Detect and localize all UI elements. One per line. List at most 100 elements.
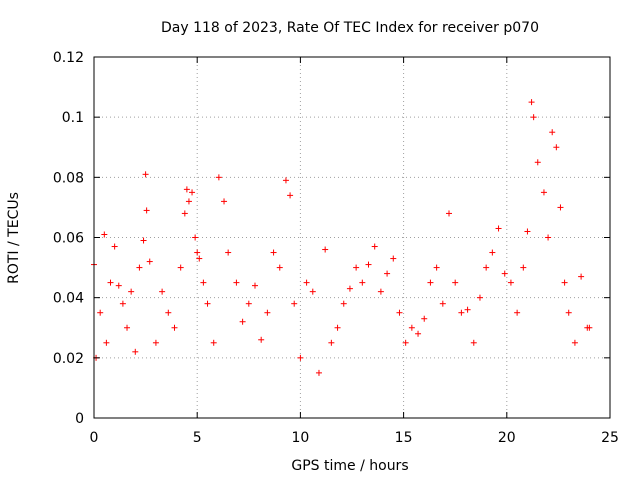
- data-point: [396, 309, 403, 316]
- data-point: [384, 270, 391, 277]
- data-point: [495, 225, 502, 232]
- data-point: [433, 264, 440, 271]
- data-point: [530, 114, 537, 121]
- data-point: [215, 174, 222, 181]
- x-tick-label: 5: [193, 430, 202, 446]
- data-point: [545, 234, 552, 241]
- data-point: [446, 210, 453, 217]
- data-point: [146, 258, 153, 265]
- data-point: [239, 318, 246, 325]
- chart-title: Day 118 of 2023, Rate Of TEC Index for r…: [161, 20, 539, 36]
- data-point: [328, 339, 335, 346]
- data-point: [181, 210, 188, 217]
- data-point: [185, 198, 192, 205]
- plot-frame: [93, 56, 611, 419]
- data-point: [119, 300, 126, 307]
- data-point: [264, 309, 271, 316]
- y-tick-label: 0.1: [62, 110, 84, 126]
- y-tick-label: 0.08: [53, 170, 84, 186]
- data-point: [458, 309, 465, 316]
- data-point: [408, 324, 415, 331]
- data-point: [196, 255, 203, 262]
- data-point: [152, 339, 159, 346]
- data-point: [520, 264, 527, 271]
- data-point: [177, 264, 184, 271]
- data-point: [528, 99, 535, 106]
- data-point: [221, 198, 228, 205]
- data-point: [464, 306, 471, 313]
- data-point: [476, 294, 483, 301]
- data-point: [204, 300, 211, 307]
- data-point: [165, 309, 172, 316]
- data-points: [91, 99, 593, 376]
- data-point: [225, 249, 232, 256]
- data-point: [171, 324, 178, 331]
- data-point: [402, 339, 409, 346]
- data-point: [377, 288, 384, 295]
- grid-lines: [94, 57, 610, 418]
- data-point: [571, 339, 578, 346]
- data-point: [565, 309, 572, 316]
- y-tick-label: 0.04: [53, 291, 84, 307]
- x-tick-label: 20: [498, 430, 516, 446]
- data-point: [427, 279, 434, 286]
- y-tick-label: 0: [75, 411, 84, 427]
- y-tick-label: 0.06: [53, 231, 84, 247]
- data-point: [258, 336, 265, 343]
- data-point: [140, 237, 147, 244]
- data-point: [233, 279, 240, 286]
- data-point: [470, 339, 477, 346]
- data-point: [282, 177, 289, 184]
- data-point: [421, 315, 428, 322]
- data-point: [309, 288, 316, 295]
- data-point: [346, 285, 353, 292]
- data-point: [270, 249, 277, 256]
- x-tick-label: 10: [291, 430, 309, 446]
- data-point: [315, 369, 322, 376]
- data-point: [371, 243, 378, 250]
- data-point: [359, 279, 366, 286]
- data-point: [322, 246, 329, 253]
- data-point: [124, 324, 131, 331]
- x-axis-label: GPS time / hours: [291, 458, 408, 474]
- data-point: [553, 144, 560, 151]
- data-point: [111, 243, 118, 250]
- data-point: [251, 282, 258, 289]
- data-point: [297, 354, 304, 361]
- data-point: [489, 249, 496, 256]
- data-point: [132, 348, 139, 355]
- data-point: [561, 279, 568, 286]
- data-point: [390, 255, 397, 262]
- x-tick-label: 15: [395, 430, 413, 446]
- data-point: [340, 300, 347, 307]
- data-point: [334, 324, 341, 331]
- data-point: [557, 204, 564, 211]
- data-point: [189, 189, 196, 196]
- data-point: [353, 264, 360, 271]
- data-point: [192, 234, 199, 241]
- y-axis-ticks: 0 0.02 0.04 0.06 0.08 0.1 0.12: [53, 50, 610, 427]
- y-tick-label: 0.02: [53, 351, 84, 367]
- data-point: [291, 300, 298, 307]
- x-tick-label: 25: [601, 430, 619, 446]
- data-point: [142, 171, 149, 178]
- data-point: [483, 264, 490, 271]
- data-point: [115, 282, 122, 289]
- data-point: [183, 186, 190, 193]
- data-point: [365, 261, 372, 268]
- data-point: [578, 273, 585, 280]
- data-point: [303, 279, 310, 286]
- data-point: [415, 330, 422, 337]
- data-point: [159, 288, 166, 295]
- data-point: [514, 309, 521, 316]
- data-point: [287, 192, 294, 199]
- data-point: [534, 159, 541, 166]
- data-point: [103, 339, 110, 346]
- data-point: [194, 249, 201, 256]
- data-point: [540, 189, 547, 196]
- data-point: [143, 207, 150, 214]
- data-point: [549, 129, 556, 136]
- data-point: [97, 309, 104, 316]
- data-point: [136, 264, 143, 271]
